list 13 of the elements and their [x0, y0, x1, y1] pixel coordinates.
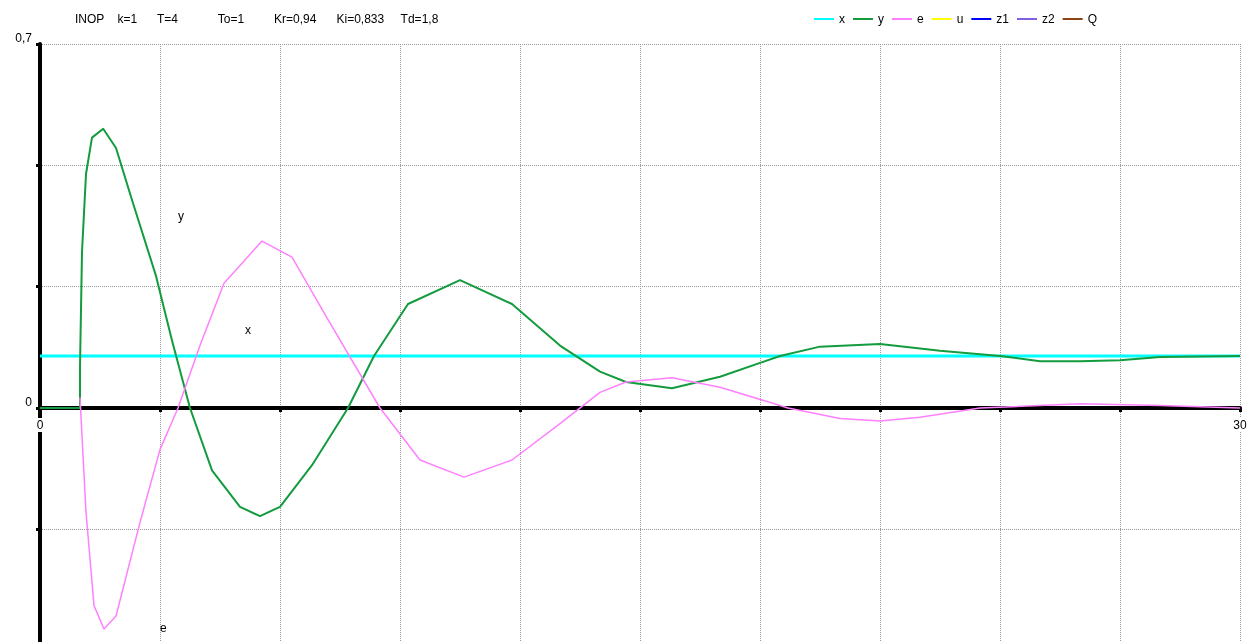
annotation: x: [245, 323, 251, 337]
chart-title: INOP k=1 T=4 To=1 Kr=0,94 Ki=0,833 Td=1,8: [75, 12, 439, 26]
legend-label: z2: [1041, 12, 1055, 26]
legend-label: x: [838, 12, 845, 26]
legend-label: y: [877, 12, 884, 26]
legend-label: e: [916, 12, 924, 26]
legend-label: Q: [1087, 12, 1098, 26]
x-tick-label: 30: [1233, 418, 1247, 432]
legend-label: z1: [996, 12, 1010, 26]
annotation: e: [160, 621, 167, 635]
legend-label: u: [956, 12, 964, 26]
annotation: y: [178, 209, 184, 223]
y-tick-label: 0,7: [15, 31, 33, 45]
